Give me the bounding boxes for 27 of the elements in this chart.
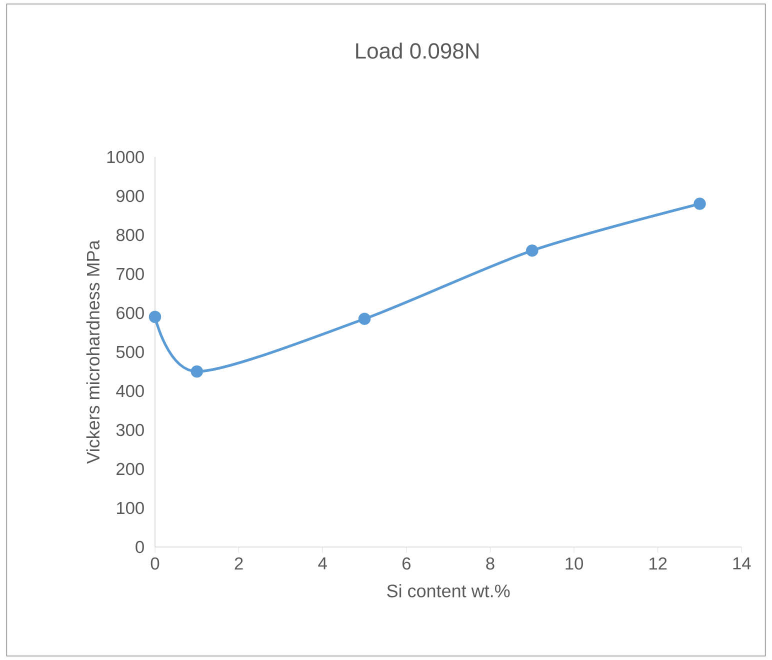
y-tick-label: 0 [136,540,144,554]
y-tick-label: 800 [116,228,144,242]
x-axis-title: Si content wt.% [387,584,510,598]
y-tick-label: 900 [116,190,144,202]
y-tick-label: 400 [116,384,144,398]
x-tick-label: 0 [150,557,160,570]
point [358,312,371,325]
x-tick-label: 14 [733,557,751,570]
point [526,244,538,257]
x-tick-label: 2 [234,557,243,570]
y-tick-label: 300 [116,424,144,436]
x-tick-label: 12 [650,557,667,570]
y-tick-label: 700 [116,268,144,280]
point [148,310,162,324]
x-tick-label: 10 [566,557,584,570]
chart-title: Load 0.098N [356,42,478,59]
x-tick-label: 6 [402,557,410,570]
x-tick-label: 4 [318,557,327,570]
y-tick-label: 200 [116,462,144,476]
y-axis-title: Vickers microhardness MPa [86,240,100,464]
y-tick-label: 500 [116,346,144,358]
y-tick-label: 1000 [107,150,144,164]
point [190,365,204,378]
y-tick-label: 600 [116,306,144,320]
point [694,198,706,210]
y-tick-label: 100 [117,502,144,514]
x-tick-label: 8 [486,557,494,570]
